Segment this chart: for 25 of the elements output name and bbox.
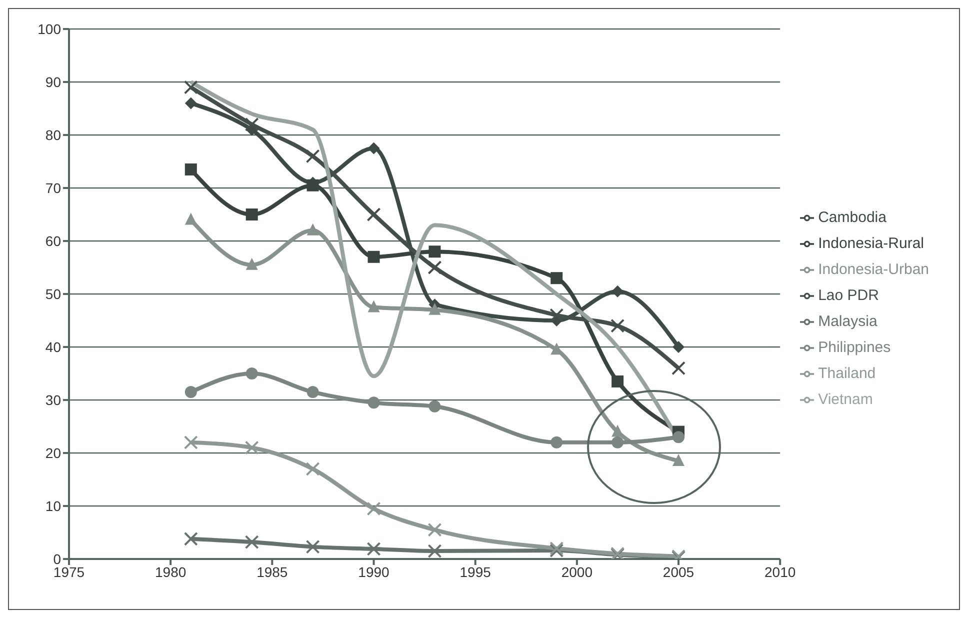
x-tick-label: 1980 [155,564,186,580]
y-tick-label: 70 [45,180,62,196]
legend-label: Lao PDR [818,287,879,304]
y-tick-label: 30 [45,392,62,408]
y-tick-label: 80 [45,126,62,143]
y-tick-label: 40 [45,338,62,355]
y-tick-label: 90 [45,74,62,90]
legend-label: Cambodia [818,209,886,226]
y-tick-label: 20 [45,444,62,461]
legend-label: Thailand [818,365,876,382]
y-tick-label: 10 [45,498,62,514]
y-tick-label: 100 [38,20,62,37]
x-tick-label: 1985 [256,564,288,580]
x-tick-label: 2010 [764,564,796,580]
y-tick-label: 60 [45,232,62,249]
x-tick-label: 1990 [358,564,390,580]
x-tick-label: 2000 [561,564,593,580]
x-tick-label: 1995 [460,564,492,580]
legend-label: Indonesia-Urban [818,261,929,278]
y-tick-label: 50 [45,286,62,302]
legend-label: Philippines [818,339,891,356]
x-tick-label: 2005 [662,564,694,580]
legend-label: Malaysia [818,313,878,330]
legend-label: Vietnam [818,391,873,408]
legend-label: Indonesia-Rural [818,235,924,252]
